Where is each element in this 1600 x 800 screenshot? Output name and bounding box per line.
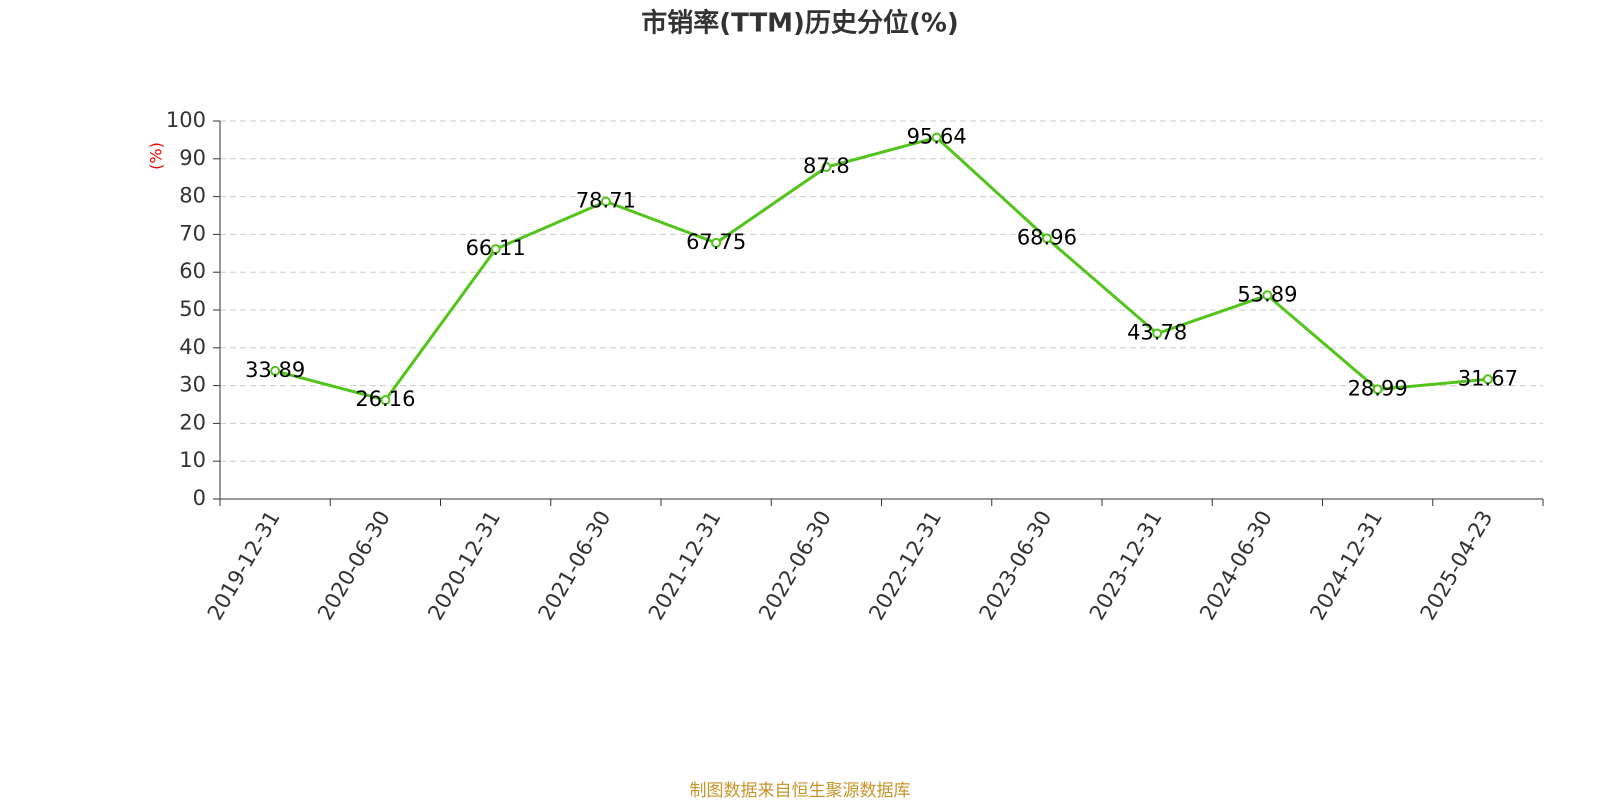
y-axis-label: (%): [147, 142, 166, 170]
y-tick-label: 20: [179, 410, 206, 434]
x-tick-label: 2024-06-30: [1195, 507, 1277, 625]
x-tick-label: 2022-06-30: [754, 507, 836, 625]
point: [931, 132, 942, 143]
y-tick-label: 70: [179, 221, 206, 245]
x-tick-label: 2020-12-31: [423, 507, 505, 625]
x-tick-label: 2019-12-31: [203, 507, 285, 625]
y-tick-label: 60: [179, 259, 206, 283]
x-tick-label: 2021-06-30: [534, 507, 616, 625]
data-label: 43.78: [1127, 321, 1187, 345]
point: [821, 162, 832, 173]
x-tick-label: 2024-12-31: [1305, 507, 1387, 625]
data-label: 26.16: [355, 387, 415, 411]
data-label: 33.89: [245, 358, 305, 382]
point: [600, 196, 611, 207]
data-label: 68.96: [1017, 225, 1077, 249]
y-tick-label: 0: [193, 486, 206, 510]
x-tick-label: 2020-06-30: [313, 507, 395, 625]
y-tick-label: 80: [179, 184, 206, 208]
data-label: 66.11: [466, 236, 526, 260]
line: [274, 135, 1489, 402]
point: [1041, 233, 1052, 244]
y-tick-label: 100: [166, 108, 206, 132]
y-tick-label: 10: [179, 448, 206, 472]
y-tick-label: 90: [179, 146, 206, 170]
point: [1152, 328, 1163, 339]
point: [490, 244, 501, 255]
point: [711, 237, 722, 248]
point: [270, 365, 281, 376]
data-label: 78.71: [576, 188, 636, 212]
point: [1262, 290, 1273, 301]
y-tick-label: 50: [179, 297, 206, 321]
data-label: 28.99: [1348, 376, 1408, 400]
data-label: 53.89: [1237, 282, 1297, 306]
x-tick-label: 2021-12-31: [644, 507, 726, 625]
x-tick-label: 2023-12-31: [1085, 507, 1167, 625]
x-tick-label: 2025-04-23: [1416, 507, 1498, 625]
y-tick-label: 40: [179, 335, 206, 359]
x-tick-label: 2023-06-30: [975, 507, 1057, 625]
point: [1482, 374, 1493, 385]
chart-title: 市销率(TTM)历史分位(%): [641, 8, 959, 39]
point: [1372, 384, 1383, 395]
data-label: 87.8: [803, 154, 850, 178]
data-label: 67.75: [686, 230, 746, 254]
data-label: 31.67: [1458, 366, 1518, 390]
point: [380, 395, 391, 406]
x-tick-label: 2022-12-31: [864, 507, 946, 625]
source-note: 制图数据来自恒生聚源数据库: [690, 781, 911, 800]
data-label: 95.64: [907, 124, 967, 148]
y-tick-label: 30: [179, 373, 206, 397]
